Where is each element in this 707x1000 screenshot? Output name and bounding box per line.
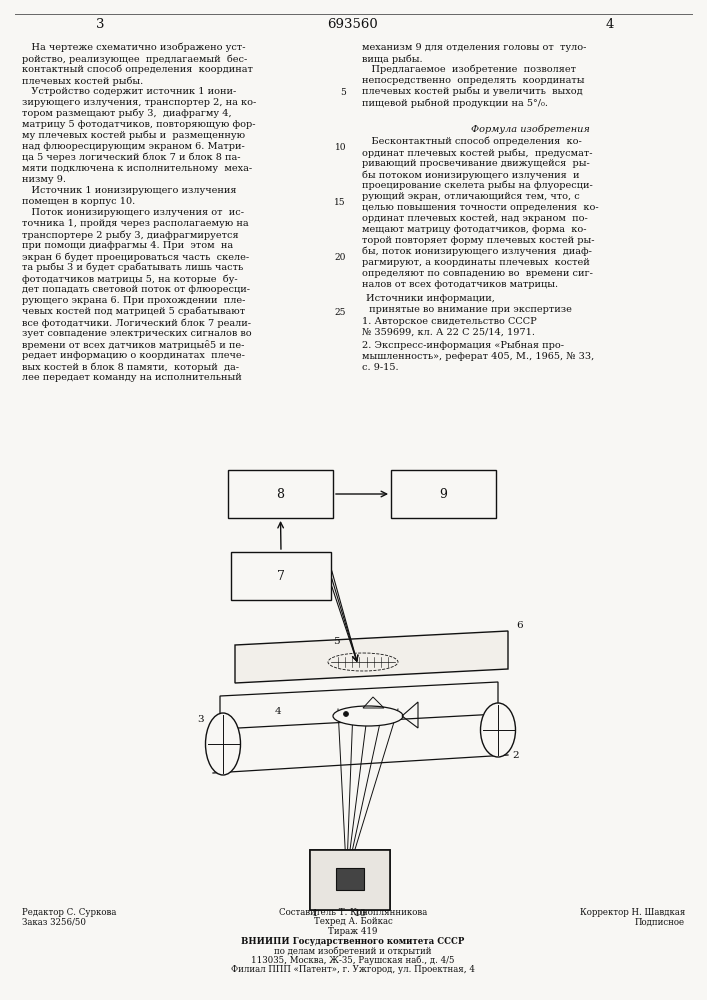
Text: лее передает команду на исполнительный: лее передает команду на исполнительный	[22, 373, 242, 382]
Text: ройство, реализующее  предлагаемый  бес-: ройство, реализующее предлагаемый бес-	[22, 54, 247, 64]
Text: ца 5 через логический блок 7 и блок 8 па-: ца 5 через логический блок 7 и блок 8 па…	[22, 153, 240, 162]
Bar	[391, 470, 496, 518]
Text: экран 6 будет проецироваться часть  скеле-: экран 6 будет проецироваться часть скеле…	[22, 252, 249, 261]
Text: чевых костей под матрицей 5 срабатывают: чевых костей под матрицей 5 срабатывают	[22, 307, 245, 316]
Text: по делам изобретений и открытий: по делам изобретений и открытий	[274, 946, 432, 956]
Text: бы потоком ионизирующего излучения  и: бы потоком ионизирующего излучения и	[362, 170, 580, 180]
Text: Заказ 3256/50: Заказ 3256/50	[22, 918, 86, 926]
Text: матрицу 5 фотодатчиков, повторяющую фор-: матрицу 5 фотодатчиков, повторяющую фор-	[22, 120, 255, 129]
Text: ВНИИПИ Государственного комитета СССР: ВНИИПИ Государственного комитета СССР	[241, 936, 464, 946]
Text: 9: 9	[440, 488, 448, 500]
Text: мышленность», реферат 405, М., 1965, № 33,: мышленность», реферат 405, М., 1965, № 3…	[362, 352, 595, 361]
Text: над флюоресцирующим экраном 6. Матри-: над флюоресцирующим экраном 6. Матри-	[22, 142, 245, 151]
Text: 693560: 693560	[327, 18, 378, 31]
Text: му плечевых костей рыбы и  размещенную: му плечевых костей рыбы и размещенную	[22, 131, 245, 140]
Ellipse shape	[206, 713, 240, 775]
Text: непосредственно  определять  координаты: непосредственно определять координаты	[362, 76, 585, 85]
Text: Устройство содержит источник 1 иони-: Устройство содержит источник 1 иони-	[22, 87, 236, 96]
Text: плечевых костей рыбы и увеличить  выход: плечевых костей рыбы и увеличить выход	[362, 87, 583, 97]
Text: мещают матрицу фотодатчиков, форма  ко-: мещают матрицу фотодатчиков, форма ко-	[362, 225, 587, 234]
Ellipse shape	[344, 712, 349, 716]
Text: ординат плечевых костей рыбы,  предусмат-: ординат плечевых костей рыбы, предусмат-	[362, 148, 592, 157]
Text: тором размещают рыбу 3,  диафрагму 4,: тором размещают рыбу 3, диафрагму 4,	[22, 109, 232, 118]
Text: рующего экрана 6. При прохождении  пле-: рующего экрана 6. При прохождении пле-	[22, 296, 245, 305]
Text: контактный способ определения  координат: контактный способ определения координат	[22, 65, 253, 75]
Text: 5: 5	[340, 88, 346, 97]
Text: Формула изобретения: Формула изобретения	[471, 124, 590, 133]
Text: Предлагаемое  изобретение  позволяет: Предлагаемое изобретение позволяет	[362, 65, 576, 75]
Text: Корректор Н. Шавдкая: Корректор Н. Шавдкая	[580, 908, 685, 917]
Text: Составитель Т. Коноплянникова: Составитель Т. Коноплянникова	[279, 908, 427, 917]
Text: все фотодатчики. Логический блок 7 реали-: все фотодатчики. Логический блок 7 реали…	[22, 318, 251, 328]
Text: 8: 8	[276, 488, 284, 500]
Text: бы, поток ионизирующего излучения  диаф-: бы, поток ионизирующего излучения диаф-	[362, 247, 592, 256]
Text: 4: 4	[606, 18, 614, 31]
Text: На чертеже схематично изображено уст-: На чертеже схематично изображено уст-	[22, 43, 245, 52]
Text: 5: 5	[333, 637, 339, 646]
Bar	[310, 850, 390, 910]
Text: принятые во внимание при экспертизе: принятые во внимание при экспертизе	[366, 305, 572, 314]
Text: 2: 2	[512, 751, 519, 760]
Polygon shape	[235, 631, 508, 683]
Text: транспортере 2 рыбу 3, диафрагмируется: транспортере 2 рыбу 3, диафрагмируется	[22, 230, 239, 239]
Text: Техред А. Бойкас: Техред А. Бойкас	[314, 918, 392, 926]
Text: 25: 25	[334, 308, 346, 317]
Text: 10: 10	[334, 143, 346, 152]
Text: механизм 9 для отделения головы от  туло-: механизм 9 для отделения головы от туло-	[362, 43, 586, 52]
Text: фотодатчиков матрицы 5, на которые  бу-: фотодатчиков матрицы 5, на которые бу-	[22, 274, 238, 284]
Ellipse shape	[481, 703, 515, 757]
Text: ривающий просвечивание движущейся  ры-: ривающий просвечивание движущейся ры-	[362, 159, 590, 168]
Text: 15: 15	[334, 198, 346, 207]
Bar	[336, 868, 364, 890]
Text: редает информацию о координатах  плече-: редает информацию о координатах плече-	[22, 351, 245, 360]
Text: 7: 7	[277, 570, 285, 582]
Text: ординат плечевых костей, над экраном  по-: ординат плечевых костей, над экраном по-	[362, 214, 588, 223]
Text: при помощи диафрагмы 4. При  этом  на: при помощи диафрагмы 4. При этом на	[22, 241, 233, 250]
Text: торой повторяет форму плечевых костей ры-: торой повторяет форму плечевых костей ры…	[362, 236, 595, 245]
Bar	[231, 552, 331, 600]
Text: 2. Экспресс-информация «Рыбная про-: 2. Экспресс-информация «Рыбная про-	[362, 341, 564, 351]
Text: 10: 10	[354, 909, 367, 918]
Text: 113035, Москва, Ж-35, Раушская наб., д. 4/5: 113035, Москва, Ж-35, Раушская наб., д. …	[251, 956, 455, 965]
Text: времени от всех датчиков матрицыȇ5 и пе-: времени от всех датчиков матрицыȇ5 и пе-	[22, 340, 245, 350]
Text: 3: 3	[95, 18, 104, 31]
Text: мяти подключена к исполнительному  меха-: мяти подключена к исполнительному меха-	[22, 164, 252, 173]
Text: № 359699, кл. А 22 С 25/14, 1971.: № 359699, кл. А 22 С 25/14, 1971.	[362, 328, 535, 337]
Text: пищевой рыбной продукции на 5°/₀.: пищевой рыбной продукции на 5°/₀.	[362, 98, 548, 107]
Text: вых костей в блок 8 памяти,  который  да-: вых костей в блок 8 памяти, который да-	[22, 362, 239, 371]
Text: Подписное: Подписное	[635, 918, 685, 926]
Text: Редактор С. Суркова: Редактор С. Суркова	[22, 908, 117, 917]
Text: низму 9.: низму 9.	[22, 175, 66, 184]
Text: та рыбы 3 и будет срабатывать лишь часть: та рыбы 3 и будет срабатывать лишь часть	[22, 263, 243, 272]
Bar	[228, 470, 333, 518]
Text: Поток ионизирующего излучения от  ис-: Поток ионизирующего излучения от ис-	[22, 208, 244, 217]
Text: плечевых костей рыбы.: плечевых костей рыбы.	[22, 76, 144, 86]
Text: 6: 6	[516, 621, 522, 630]
Text: 3: 3	[197, 715, 204, 724]
Text: 20: 20	[334, 253, 346, 262]
Text: зирующего излучения, транспортер 2, на ко-: зирующего излучения, транспортер 2, на к…	[22, 98, 256, 107]
Bar	[310, 850, 390, 910]
Text: целью повышения точности определения  ко-: целью повышения точности определения ко-	[362, 203, 599, 212]
Text: с. 9-15.: с. 9-15.	[362, 363, 399, 372]
Text: рующий экран, отличающийся тем, что, с: рующий экран, отличающийся тем, что, с	[362, 192, 580, 201]
Text: точника 1, пройдя через располагаемую на: точника 1, пройдя через располагаемую на	[22, 219, 249, 228]
Text: 1: 1	[312, 909, 319, 918]
Text: Тираж 419: Тираж 419	[328, 927, 378, 936]
Text: вища рыбы.: вища рыбы.	[362, 54, 423, 64]
Text: рагмируют, а координаты плечевых  костей: рагмируют, а координаты плечевых костей	[362, 258, 590, 267]
Text: Филиал ППП «Патент», г. Ужгород, ул. Проектная, 4: Филиал ППП «Патент», г. Ужгород, ул. Про…	[231, 965, 475, 974]
Text: Источник 1 ионизирующего излучения: Источник 1 ионизирующего излучения	[22, 186, 237, 195]
Text: налов от всех фотодатчиков матрицы.: налов от всех фотодатчиков матрицы.	[362, 280, 558, 289]
Text: зует совпадение электрических сигналов во: зует совпадение электрических сигналов в…	[22, 329, 252, 338]
Ellipse shape	[333, 706, 403, 726]
Text: дет попадать световой поток от флюоресци-: дет попадать световой поток от флюоресци…	[22, 285, 250, 294]
Text: проецирование скелета рыбы на флуоресци-: проецирование скелета рыбы на флуоресци-	[362, 181, 592, 190]
Text: Источники информации,: Источники информации,	[366, 294, 495, 303]
Text: определяют по совпадению во  времени сиг-: определяют по совпадению во времени сиг-	[362, 269, 593, 278]
Text: помещен в корпус 10.: помещен в корпус 10.	[22, 197, 135, 206]
Text: Бесконтактный способ определения  ко-: Бесконтактный способ определения ко-	[362, 137, 582, 146]
Text: 1. Авторское свидетельство СССР: 1. Авторское свидетельство СССР	[362, 317, 537, 326]
Text: 4: 4	[275, 707, 281, 716]
